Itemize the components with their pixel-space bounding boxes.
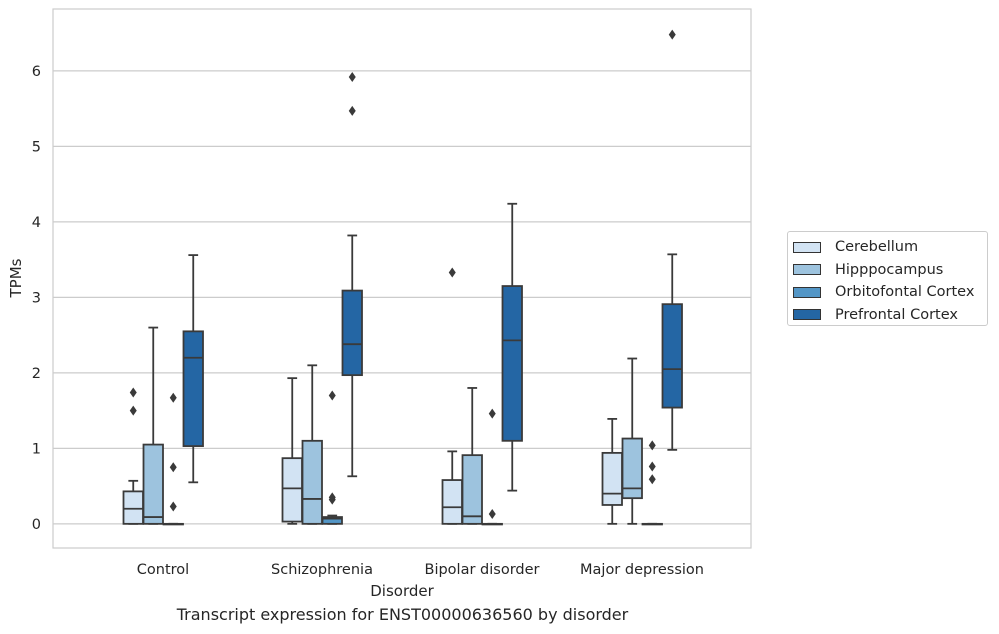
outlier-point: [169, 501, 177, 512]
x-tick-label: Bipolar disorder: [425, 562, 540, 578]
outlier-point: [348, 105, 356, 116]
outlier-point: [328, 390, 336, 401]
box-body: [601, 451, 623, 506]
box-orbitofontal-cortex: [641, 440, 663, 526]
box-body: [621, 437, 643, 500]
box-body: [281, 457, 303, 523]
gridlines: [53, 70, 751, 525]
y-axis-ticks: 0 1 2 3 4 5 6: [32, 64, 41, 533]
outlier-point: [648, 440, 656, 451]
outlier-point: [448, 267, 456, 278]
plot-area-frame: [52, 8, 752, 549]
box-hipppocampus: [461, 387, 483, 525]
outlier-point: [328, 492, 336, 503]
box-body: [321, 516, 343, 525]
box-orbitofontal-cortex: [162, 392, 184, 526]
box-cerebellum: [601, 418, 623, 525]
box-body: [461, 454, 483, 525]
outlier-point: [169, 392, 177, 403]
box-hipppocampus: [142, 326, 164, 525]
box-prefrontal-cortex: [182, 254, 204, 484]
legend-swatch: [793, 309, 821, 321]
box-hipppocampus: [301, 364, 323, 525]
legend-item: Hipppocampus: [793, 259, 987, 282]
outlier-point: [129, 387, 137, 398]
x-tick-label: Control: [137, 562, 189, 578]
legend-item: Prefrontal Cortex: [793, 304, 987, 327]
y-tick-label: 0: [32, 517, 41, 533]
box-cerebellum: [441, 267, 463, 525]
box-body: [142, 443, 164, 525]
y-tick-label: 1: [32, 441, 41, 457]
legend-swatch: [793, 241, 821, 253]
box-prefrontal-cortex: [501, 202, 523, 492]
outlier-point: [488, 509, 496, 520]
y-tick-label: 6: [32, 64, 41, 80]
box-body: [341, 289, 363, 377]
outlier-point: [348, 71, 356, 82]
legend-label: Hipppocampus: [835, 261, 944, 278]
outlier-point: [668, 29, 676, 40]
box-prefrontal-cortex: [661, 29, 683, 451]
figure-caption: Transcript expression for ENST0000063656…: [176, 605, 629, 624]
outlier-point: [169, 462, 177, 473]
y-tick-label: 5: [32, 139, 41, 155]
box-body: [661, 303, 683, 409]
legend-item: Cerebellum: [793, 236, 987, 259]
legend-swatch: [793, 286, 821, 298]
box-body: [441, 479, 463, 525]
box-hipppocampus: [621, 357, 643, 525]
box-orbitofontal-cortex: [321, 390, 343, 525]
legend-item: Orbitofontal Cortex: [793, 281, 987, 304]
y-tick-label: 2: [32, 366, 41, 382]
legend-label: Prefrontal Cortex: [835, 306, 958, 323]
legend-label: Orbitofontal Cortex: [835, 284, 975, 301]
box-body: [182, 330, 204, 447]
y-tick-label: 4: [32, 215, 41, 231]
x-axis-ticks: Control Schizophrenia Bipolar disorder Majo…: [137, 562, 704, 578]
boxes: [122, 29, 683, 526]
outlier-point: [648, 474, 656, 485]
box-body: [301, 439, 323, 525]
y-tick-label: 3: [32, 290, 41, 306]
legend: Cerebellum Hipppocampus Orbitofontal Corte…: [787, 231, 988, 326]
box-orbitofontal-cortex: [481, 408, 503, 526]
box-cerebellum: [281, 377, 303, 525]
y-axis-title: TPMs: [7, 258, 25, 298]
x-tick-label: Schizophrenia: [271, 562, 373, 578]
legend-swatch: [793, 264, 821, 276]
legend-label: Cerebellum: [835, 239, 919, 256]
box-prefrontal-cortex: [341, 71, 363, 478]
outlier-point: [129, 405, 137, 416]
box-cerebellum: [122, 387, 144, 525]
outlier-point: [648, 461, 656, 472]
x-axis-title: Disorder: [370, 582, 434, 600]
outlier-point: [488, 408, 496, 419]
box-body: [122, 490, 144, 525]
x-tick-label: Major depression: [580, 562, 704, 578]
box-body: [501, 285, 523, 442]
